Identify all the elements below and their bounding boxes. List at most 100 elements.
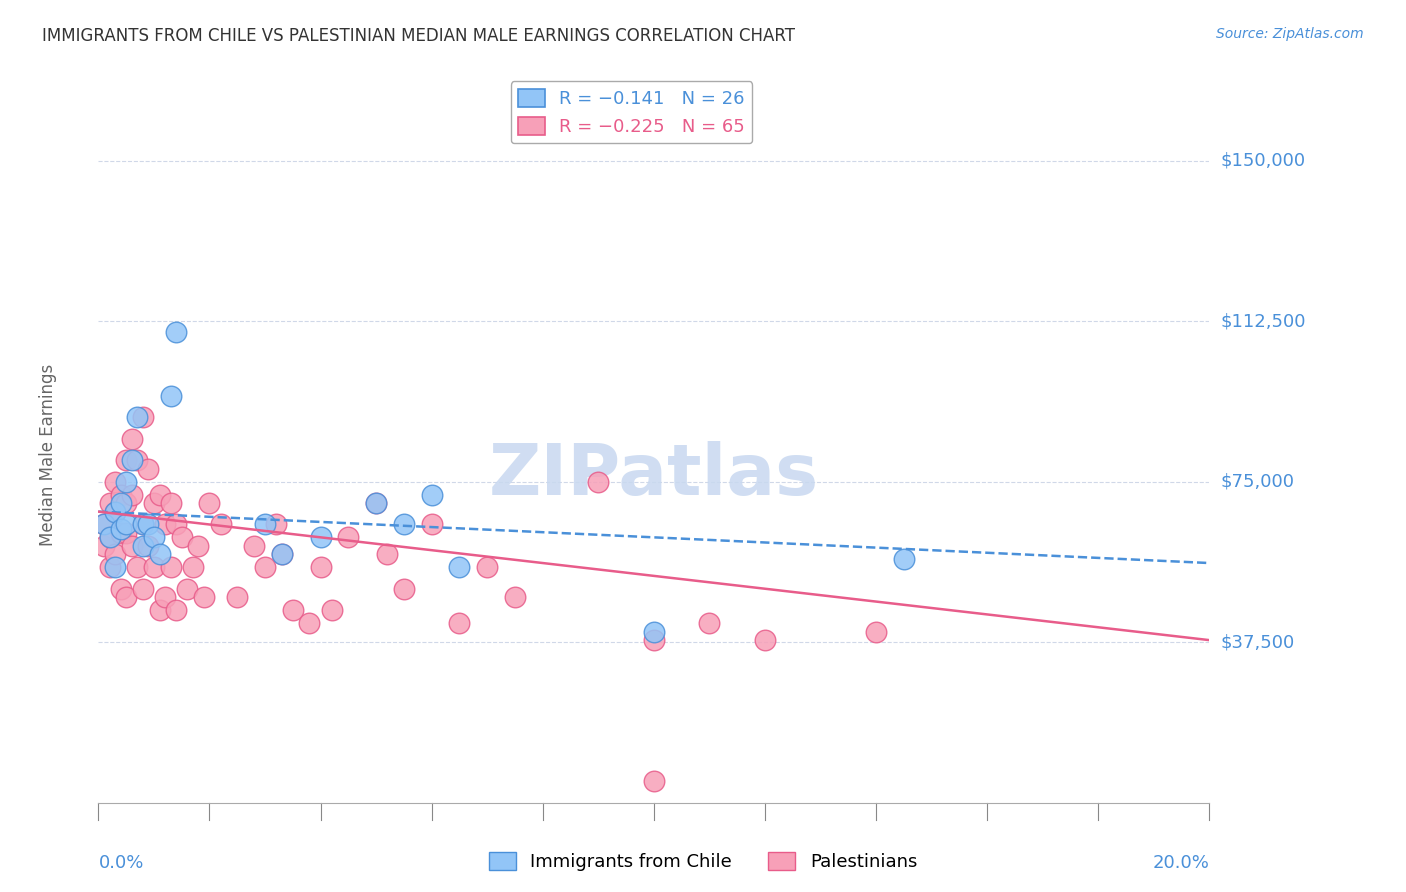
Text: IMMIGRANTS FROM CHILE VS PALESTINIAN MEDIAN MALE EARNINGS CORRELATION CHART: IMMIGRANTS FROM CHILE VS PALESTINIAN MED…	[42, 27, 796, 45]
Point	[159, 389, 181, 403]
Point	[98, 530, 121, 544]
Point	[643, 774, 665, 789]
Point	[281, 603, 304, 617]
Point	[110, 582, 132, 596]
Point	[121, 453, 143, 467]
Legend: Immigrants from Chile, Palestinians: Immigrants from Chile, Palestinians	[482, 845, 924, 879]
Point	[98, 560, 121, 574]
Point	[104, 505, 127, 519]
Point	[115, 526, 138, 541]
Text: Source: ZipAtlas.com: Source: ZipAtlas.com	[1216, 27, 1364, 41]
Point	[98, 530, 121, 544]
Point	[893, 551, 915, 566]
Point	[127, 410, 149, 425]
Point	[98, 496, 121, 510]
Point	[375, 548, 398, 562]
Point	[132, 517, 155, 532]
Point	[93, 539, 115, 553]
Point	[153, 517, 176, 532]
Point	[588, 475, 610, 489]
Point	[193, 591, 215, 605]
Point	[420, 487, 443, 501]
Point	[366, 496, 388, 510]
Point	[143, 560, 166, 574]
Point	[143, 530, 166, 544]
Point	[643, 624, 665, 639]
Point	[321, 603, 343, 617]
Point	[209, 517, 232, 532]
Point	[148, 487, 170, 501]
Text: $75,000: $75,000	[1220, 473, 1295, 491]
Point	[148, 548, 170, 562]
Point	[165, 325, 187, 339]
Point	[110, 526, 132, 541]
Point	[699, 615, 721, 630]
Point	[159, 496, 181, 510]
Point	[153, 591, 176, 605]
Point	[170, 530, 193, 544]
Point	[132, 539, 155, 553]
Point	[104, 475, 127, 489]
Point	[226, 591, 249, 605]
Point	[392, 582, 415, 596]
Point	[132, 582, 155, 596]
Point	[115, 517, 138, 532]
Text: $150,000: $150,000	[1220, 152, 1305, 169]
Point	[115, 591, 138, 605]
Point	[181, 560, 204, 574]
Point	[121, 432, 143, 446]
Point	[449, 615, 471, 630]
Point	[270, 548, 292, 562]
Point	[132, 517, 155, 532]
Point	[420, 517, 443, 532]
Point	[110, 496, 132, 510]
Point	[138, 517, 160, 532]
Point	[110, 487, 132, 501]
Point	[243, 539, 266, 553]
Point	[115, 496, 138, 510]
Text: $37,500: $37,500	[1220, 633, 1295, 651]
Point	[754, 633, 776, 648]
Point	[198, 496, 221, 510]
Point	[264, 517, 287, 532]
Point	[104, 548, 127, 562]
Point	[159, 560, 181, 574]
Point	[148, 603, 170, 617]
Point	[253, 560, 276, 574]
Point	[165, 517, 187, 532]
Point	[121, 539, 143, 553]
Point	[127, 560, 149, 574]
Point	[110, 522, 132, 536]
Point	[104, 560, 127, 574]
Point	[366, 496, 388, 510]
Point	[93, 517, 115, 532]
Point	[337, 530, 360, 544]
Point	[143, 496, 166, 510]
Point	[115, 475, 138, 489]
Text: 0.0%: 0.0%	[98, 855, 143, 872]
Point	[138, 539, 160, 553]
Point	[127, 453, 149, 467]
Point	[138, 462, 160, 476]
Text: Median Male Earnings: Median Male Earnings	[39, 364, 58, 546]
Point	[176, 582, 198, 596]
Text: ZIPatlas: ZIPatlas	[489, 442, 818, 510]
Point	[643, 633, 665, 648]
Point	[187, 539, 209, 553]
Point	[309, 530, 332, 544]
Point	[475, 560, 499, 574]
Text: $112,500: $112,500	[1220, 312, 1306, 330]
Text: 20.0%: 20.0%	[1153, 855, 1209, 872]
Point	[270, 548, 292, 562]
Point	[309, 560, 332, 574]
Point	[93, 517, 115, 532]
Point	[115, 453, 138, 467]
Legend: R = −0.141   N = 26, R = −0.225   N = 65: R = −0.141 N = 26, R = −0.225 N = 65	[510, 81, 752, 144]
Point	[132, 410, 155, 425]
Point	[392, 517, 415, 532]
Point	[104, 505, 127, 519]
Point	[503, 591, 526, 605]
Point	[165, 603, 187, 617]
Point	[121, 487, 143, 501]
Point	[298, 615, 321, 630]
